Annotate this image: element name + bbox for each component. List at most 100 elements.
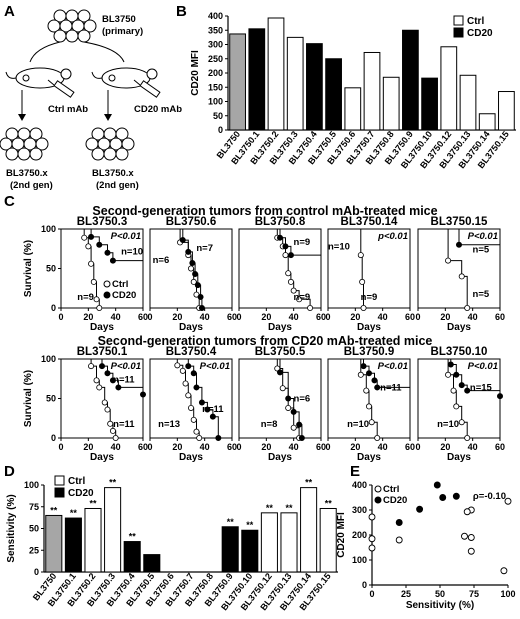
b-legend-swatch [453, 15, 464, 26]
c-plot-title: BL3750.8 [255, 216, 306, 228]
c-n-annotation: n=9 [77, 292, 94, 303]
e-ctrl-point [463, 508, 471, 516]
c-x-tick-label: 20 [261, 312, 271, 322]
c-x-tick-label: 0 [325, 312, 330, 322]
c-n-annotation: n=7 [196, 243, 213, 254]
e-y-tick-label: 100 [352, 555, 367, 565]
c-pvalue-label: p<0.01 [377, 231, 408, 242]
primary-label: BL3750 [102, 14, 136, 25]
b-bar [382, 76, 400, 131]
c-cd20-point [185, 248, 192, 255]
b-y-tick-label: 200 [208, 68, 223, 78]
c-x-tick-label: 40 [200, 312, 210, 322]
c-cd20-point [464, 387, 471, 394]
c-x-tick-label: 60 [495, 442, 505, 452]
c-x-tick-label: 60 [405, 312, 415, 322]
c-x-tick-label: 40 [289, 312, 299, 322]
d-significance-label: ** [70, 508, 78, 518]
arrow-to-right-mouse-icon [83, 41, 125, 63]
left-gen-sublabel: (2nd gen) [10, 180, 53, 191]
c-ctrl-point [179, 367, 186, 374]
e-x-tick-label: 0 [369, 589, 374, 599]
c-ctrl-point [282, 252, 289, 259]
c-cd20-point [109, 257, 116, 264]
d-significance-label: ** [305, 478, 313, 488]
c-x-tick-label: 20 [83, 312, 93, 322]
c-cd20-point [371, 377, 378, 384]
c-plot-title: BL3750.3 [77, 216, 128, 228]
primary-tumor-cells-icon [47, 9, 97, 43]
arrowhead-left-icon [18, 114, 26, 121]
b-y-axis-label: CD20 MFI [190, 50, 201, 96]
c-ctrl-point [104, 406, 111, 413]
b-bar [325, 58, 342, 131]
c-cd20-point [193, 384, 200, 391]
d-significance-label: ** [89, 498, 97, 508]
b-bar [440, 46, 458, 131]
c-n-annotation: n=11 [380, 383, 402, 394]
c-n-annotation: n=8 [261, 419, 278, 430]
b-bar [344, 87, 362, 131]
panel-label-c: C [4, 193, 15, 210]
b-legend-label: CD20 [467, 28, 493, 39]
c-cd20-survival-line [61, 228, 143, 262]
c-y-tick-label: 100 [41, 224, 56, 234]
c-ctrl-point [190, 278, 197, 285]
c-y-tick-label: 0 [51, 303, 56, 313]
c-y-tick-label: 50 [46, 394, 56, 404]
c-ctrl-point [101, 399, 108, 406]
c-x-tick-label: 20 [350, 442, 360, 452]
cd20-syringe-icon [133, 79, 161, 98]
e-ctrl-point [368, 544, 376, 552]
b-bar [459, 74, 477, 131]
c-ctrl-point [187, 404, 194, 411]
c-n-annotation: n=11 [202, 404, 224, 415]
panel-label-a: A [4, 3, 15, 20]
c-plot-frame [327, 358, 411, 439]
c-ctrl-point [182, 380, 189, 387]
b-bar [286, 36, 304, 131]
c-plot-title: BL3750.5 [255, 346, 306, 358]
c-y-tick-label: 100 [41, 354, 56, 364]
e-y-tick-label: 300 [352, 505, 367, 515]
e-ctrl-point [500, 567, 508, 575]
c-plot-title: BL3750.6 [166, 216, 217, 228]
c-ctrl-point [290, 424, 297, 431]
c-ctrl-point [464, 304, 471, 311]
c-cd20-point [458, 382, 465, 389]
c-cd20-point [287, 252, 294, 259]
c-x-tick-label: 0 [147, 312, 152, 322]
e-ctrl-point [368, 513, 376, 521]
c-ctrl-point [185, 392, 192, 399]
c-ctrl-point [374, 434, 381, 441]
c-legend-ctrl-marker [103, 280, 111, 288]
c-ctrl-point [450, 387, 457, 394]
c-cd20-point [282, 243, 289, 250]
c-plot-frame [149, 358, 233, 439]
c-pvalue-label: P<0.01 [468, 231, 498, 242]
c-cd20-point [215, 434, 222, 441]
c-x-tick-label: 60 [138, 442, 148, 452]
b-bar [402, 29, 419, 131]
c-legend-cd20-label: CD20 [112, 290, 136, 301]
e-ctrl-point [504, 497, 512, 505]
c-n-annotation: n=5 [473, 245, 490, 256]
b-y-tick-label: 350 [208, 25, 223, 35]
c-plot-frame [149, 228, 233, 309]
d-bar [280, 512, 298, 573]
d-significance-label: ** [50, 505, 58, 515]
c-ctrl-point [458, 273, 465, 280]
c-x-tick-label: 40 [378, 312, 388, 322]
c-n-annotation: n=11 [113, 419, 135, 430]
c-x-tick-label: 40 [289, 442, 299, 452]
c-ctrl-point [85, 243, 92, 250]
c-ctrl-point [93, 296, 100, 303]
c-ctrl-point [93, 377, 100, 384]
c-pvalue-label: P<0.01 [111, 231, 141, 242]
c-n-annotation: n=10 [437, 419, 459, 430]
c-ctrl-survival-line [418, 228, 468, 308]
c-x-tick-label: 20 [261, 442, 271, 452]
e-x-tick-label: 50 [435, 589, 445, 599]
b-bar [229, 33, 246, 131]
